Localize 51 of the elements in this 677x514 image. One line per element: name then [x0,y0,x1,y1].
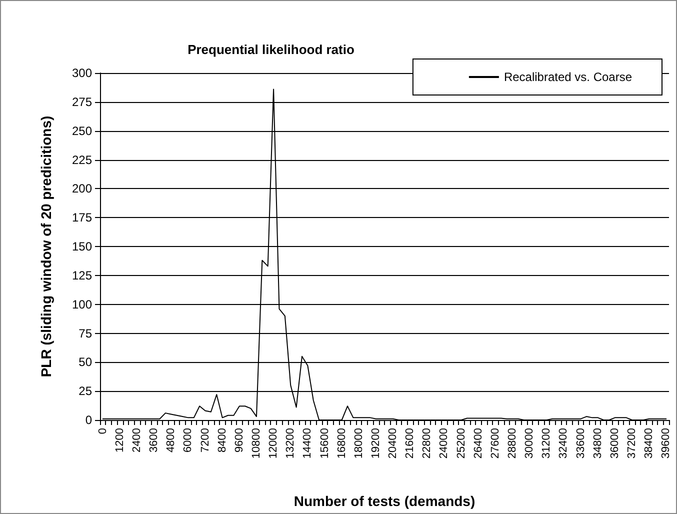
x-tick-label: 31200 [540,428,553,459]
x-tick-label: 13200 [284,428,297,459]
x-tick-label: 2400 [130,428,143,452]
x-tick-label: 8400 [216,428,228,452]
x-tick-label: 7200 [199,428,212,452]
y-tick-label: 100 [72,297,92,312]
x-tick-label: 39600 [660,428,672,459]
x-tick-label: 22800 [421,428,434,459]
x-tick-label: 36000 [608,428,621,459]
x-tick-label: 12000 [268,428,280,459]
x-tick-label: 27600 [489,428,502,459]
y-tick-label: 275 [72,94,92,109]
x-tick-label: 19200 [370,428,382,459]
y-tick-label: 25 [78,384,92,398]
y-tick-label: 150 [72,240,92,254]
y-tick-label: 200 [72,182,92,196]
y-tick-label: 0 [85,413,92,427]
y-tick-label: 75 [78,326,92,340]
x-tick-label: 25200 [455,428,468,459]
x-tick-label: 14400 [302,428,314,459]
y-tick-label: 300 [72,66,92,80]
x-tick-label: 24000 [438,428,450,459]
x-tick-label: 34800 [592,428,604,459]
x-tick-label: 38400 [643,428,656,459]
x-tick-label: 6000 [182,428,194,452]
x-tick-label: 10800 [250,428,262,459]
x-axis-title: Number of tests (demands) [294,493,476,509]
y-tick-label: 250 [72,124,92,138]
x-tick-label: 21600 [404,428,416,459]
x-tick-label: 16800 [336,428,348,459]
x-tick-label: 1200 [114,428,126,452]
y-tick-label: 125 [72,268,92,282]
y-tick-label: 175 [72,210,92,225]
legend-label: Recalibrated vs. Coarse [504,70,632,84]
x-tick-label: 20400 [387,428,400,459]
x-tick-label: 3600 [148,428,160,452]
x-tick-label: 28800 [506,428,519,459]
x-tick-label: 26400 [472,428,484,459]
x-tick-label: 0 [96,428,109,434]
chart-title: Prequential likelihood ratio [188,42,354,57]
x-tick-label: 4800 [165,428,178,452]
y-axis-title: PLR (sliding window of 20 predicitions) [38,116,54,378]
y-tick-label: 50 [78,355,92,370]
y-tick-label: 225 [72,152,92,167]
x-tick-label: 18000 [352,428,365,459]
x-tick-label: 33600 [574,428,587,459]
x-tick-label: 37200 [626,428,638,459]
x-tick-label: 32400 [558,428,570,459]
x-tick-label: 15600 [318,428,331,459]
x-tick-label: 30000 [524,428,536,459]
x-tick-label: 9600 [233,428,246,452]
